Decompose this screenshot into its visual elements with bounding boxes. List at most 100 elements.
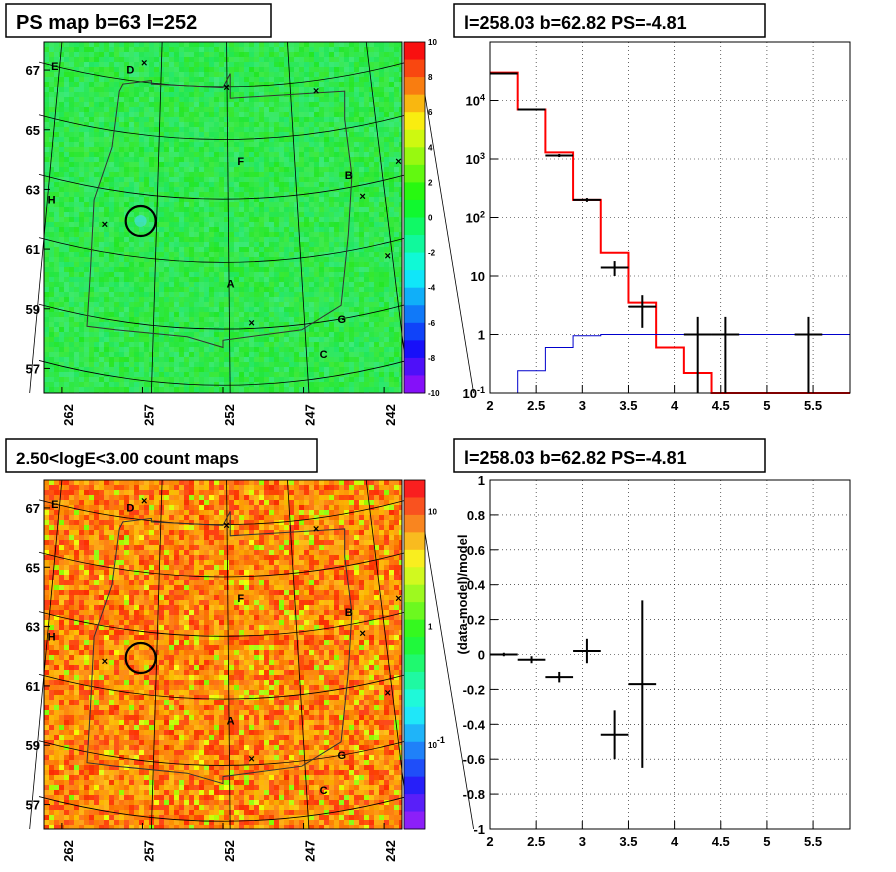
ps-pixel — [319, 177, 324, 182]
ps-pixel — [324, 302, 329, 307]
ps-pixel — [89, 277, 94, 282]
ps-pixel — [364, 232, 369, 237]
ps-pixel — [99, 387, 104, 392]
ps-pixel — [99, 202, 104, 207]
ps-pixel — [144, 357, 149, 362]
ps-pixel — [399, 42, 402, 47]
ps-pixel — [314, 352, 319, 357]
ps-pixel — [299, 302, 304, 307]
ps-pixel — [59, 382, 64, 387]
ps-pixel — [194, 62, 199, 67]
ps-pixel — [194, 172, 199, 177]
ps-pixel — [279, 127, 284, 132]
ps-pixel — [249, 177, 254, 182]
ps-pixel — [144, 307, 149, 312]
ps-pixel — [399, 107, 402, 112]
ps-pixel — [129, 287, 134, 292]
ps-pixel — [159, 147, 164, 152]
ps-pixel — [189, 72, 194, 77]
ps-pixel — [324, 57, 329, 62]
ps-pixel — [194, 357, 199, 362]
ps-pixel — [119, 132, 124, 137]
ps-pixel — [209, 272, 214, 277]
ps-pixel — [314, 62, 319, 67]
ps-pixel — [259, 157, 264, 162]
ps-pixel — [254, 187, 259, 192]
ps-pixel — [134, 272, 139, 277]
ps-pixel — [394, 167, 399, 172]
ps-pixel — [314, 97, 319, 102]
ps-pixel — [99, 192, 104, 197]
ps-pixel — [229, 222, 234, 227]
ps-pixel — [284, 147, 289, 152]
ps-pixel — [159, 127, 164, 132]
ps-pixel — [219, 147, 224, 152]
ps-pixel — [329, 77, 334, 82]
ps-pixel — [84, 257, 89, 262]
ps-pixel — [54, 372, 59, 377]
ps-pixel — [324, 147, 329, 152]
ps-pixel — [159, 287, 164, 292]
ps-pixel — [144, 92, 149, 97]
ps-pixel — [164, 342, 169, 347]
ps-pixel — [389, 212, 394, 217]
ps-pixel — [134, 162, 139, 167]
ps-pixel — [224, 147, 229, 152]
ps-pixel — [259, 242, 264, 247]
ps-pixel — [69, 167, 74, 172]
ps-pixel — [344, 332, 349, 337]
ps-pixel — [209, 122, 214, 127]
ps-pixel — [234, 132, 239, 137]
ps-pixel — [179, 172, 184, 177]
ps-pixel — [214, 377, 219, 382]
ps-pixel — [359, 117, 364, 122]
ps-pixel — [194, 237, 199, 242]
ps-pixel — [214, 72, 219, 77]
ps-pixel — [154, 57, 159, 62]
ps-pixel — [339, 167, 344, 172]
ps-pixel — [194, 107, 199, 112]
ps-pixel — [394, 72, 399, 77]
ps-pixel — [314, 177, 319, 182]
ps-pixel — [294, 167, 299, 172]
ps-pixel — [224, 212, 229, 217]
ps-pixel — [264, 352, 269, 357]
ps-pixel — [274, 312, 279, 317]
ps-pixel — [109, 237, 114, 242]
ps-pixel — [309, 157, 314, 162]
ps-pixel — [369, 192, 374, 197]
ps-pixel — [124, 132, 129, 137]
ps-pixel — [179, 202, 184, 207]
ps-pixel — [299, 317, 304, 322]
ps-pixel — [179, 352, 184, 357]
ps-pixel — [94, 277, 99, 282]
ps-pixel — [129, 327, 134, 332]
ps-pixel — [264, 237, 269, 242]
ps-pixel — [289, 52, 294, 57]
ps-pixel — [159, 122, 164, 127]
ps-pixel — [189, 207, 194, 212]
ps-pixel — [239, 292, 244, 297]
ps-pixel — [99, 347, 104, 352]
ps-pixel — [134, 132, 139, 137]
ps-pixel — [54, 337, 59, 342]
ps-pixel — [129, 202, 134, 207]
ps-pixel — [309, 382, 314, 387]
ps-pixel — [174, 112, 179, 117]
ps-pixel — [69, 307, 74, 312]
ps-pixel — [74, 287, 79, 292]
ps-pixel — [249, 172, 254, 177]
ps-pixel — [304, 382, 309, 387]
ps-pixel — [289, 142, 294, 147]
ps-pixel — [384, 377, 389, 382]
ps-pixel — [294, 142, 299, 147]
ps-pixel — [144, 257, 149, 262]
ps-pixel — [379, 202, 384, 207]
ps-pixel — [219, 97, 224, 102]
ps-pixel — [179, 217, 184, 222]
ps-pixel — [99, 377, 104, 382]
ps-pixel — [109, 52, 114, 57]
ps-pixel — [334, 277, 339, 282]
ps-pixel — [184, 232, 189, 237]
ps-pixel — [294, 82, 299, 87]
